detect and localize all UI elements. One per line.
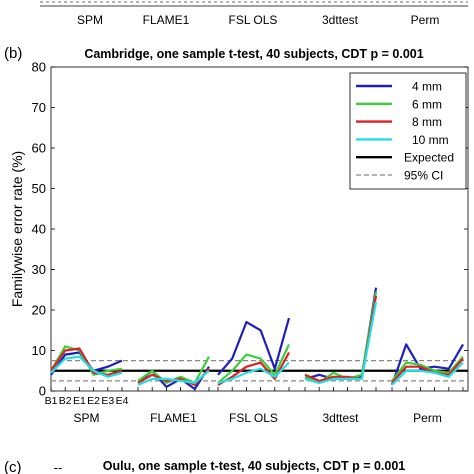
x-group-label: FSL OLS xyxy=(229,411,278,425)
y-tick-label: 80 xyxy=(32,60,46,75)
x-group-label: 3dttest xyxy=(322,411,359,425)
x-tick-label: B2 xyxy=(59,395,72,407)
x-group-label: Perm xyxy=(413,411,442,425)
panel-a-method-label: FLAME1 xyxy=(143,13,190,27)
panel-c-y-tick-fragment: -- xyxy=(54,460,63,474)
x-tick-label: E1 xyxy=(73,395,86,407)
series-line-10-mm xyxy=(304,301,378,384)
y-tick-label: 30 xyxy=(32,262,46,277)
legend-label: 8 mm xyxy=(412,115,442,129)
panel-a-method-label: 3dttest xyxy=(322,13,359,27)
series-line-10-mm xyxy=(217,361,290,384)
panel-a-fragment: SPM FLAME1 FSL OLS 3dttest Perm xyxy=(40,1,468,27)
x-tick-label: E4 xyxy=(116,395,129,407)
series-line-8-mm xyxy=(50,347,123,376)
panel-a-method-label: FSL OLS xyxy=(229,13,278,27)
series-lines xyxy=(50,287,464,391)
panel-a-method-label: SPM xyxy=(77,13,103,27)
legend-label: 6 mm xyxy=(412,97,442,111)
x-group-label: FLAME1 xyxy=(150,411,197,425)
series-line-10-mm xyxy=(50,355,123,378)
series-line-6-mm xyxy=(304,291,378,384)
panel-a-method-label: Perm xyxy=(411,13,440,27)
y-tick-label: 10 xyxy=(32,343,46,358)
x-group-label: SPM xyxy=(73,411,99,425)
legend-label: Expected xyxy=(404,151,454,165)
panel-b-title: Cambridge, one sample t-test, 40 subject… xyxy=(84,47,423,61)
series-line-8-mm xyxy=(391,357,464,384)
y-tick-label: 0 xyxy=(39,384,46,399)
legend-box xyxy=(349,72,467,190)
y-tick-label: 60 xyxy=(32,141,46,156)
legend-label: 10 mm xyxy=(412,133,449,147)
legend-label: 95% CI xyxy=(404,169,443,183)
y-axis-label: Familywise error rate (%) xyxy=(9,151,25,307)
panel-c-letter: (c) xyxy=(4,459,22,474)
y-tick-label: 20 xyxy=(32,303,46,318)
legend: 4 mm 6 mm 8 mm 10 mm Expected 95% CI xyxy=(349,72,467,190)
y-tick-label: 40 xyxy=(32,222,46,237)
y-axis: 0 10 20 30 40 50 60 70 80 xyxy=(32,60,468,399)
y-tick-label: 70 xyxy=(32,100,46,115)
panel-b-letter: (b) xyxy=(4,45,22,62)
series-line-6-mm xyxy=(217,343,290,384)
x-tick-label: B1 xyxy=(45,395,58,407)
x-tick-label: E2 xyxy=(87,395,100,407)
x-axis: B1 B2 E1 E2 E3 E4 SPM FLAME1 FSL OLS 3dttest Perm xyxy=(45,387,464,425)
series-line-6-mm xyxy=(391,355,464,382)
series-line-10-mm xyxy=(137,369,210,386)
series-line-8-mm xyxy=(304,295,378,382)
legend-label: 4 mm xyxy=(412,80,442,94)
series-line-4-mm xyxy=(217,317,291,376)
panel-c-title: Oulu, one sample t-test, 40 subjects, CD… xyxy=(103,459,406,473)
x-tick-label: E3 xyxy=(101,395,114,407)
series-line-4-mm xyxy=(390,343,464,386)
y-tick-label: 50 xyxy=(32,181,46,196)
series-line-10-mm xyxy=(391,361,464,386)
